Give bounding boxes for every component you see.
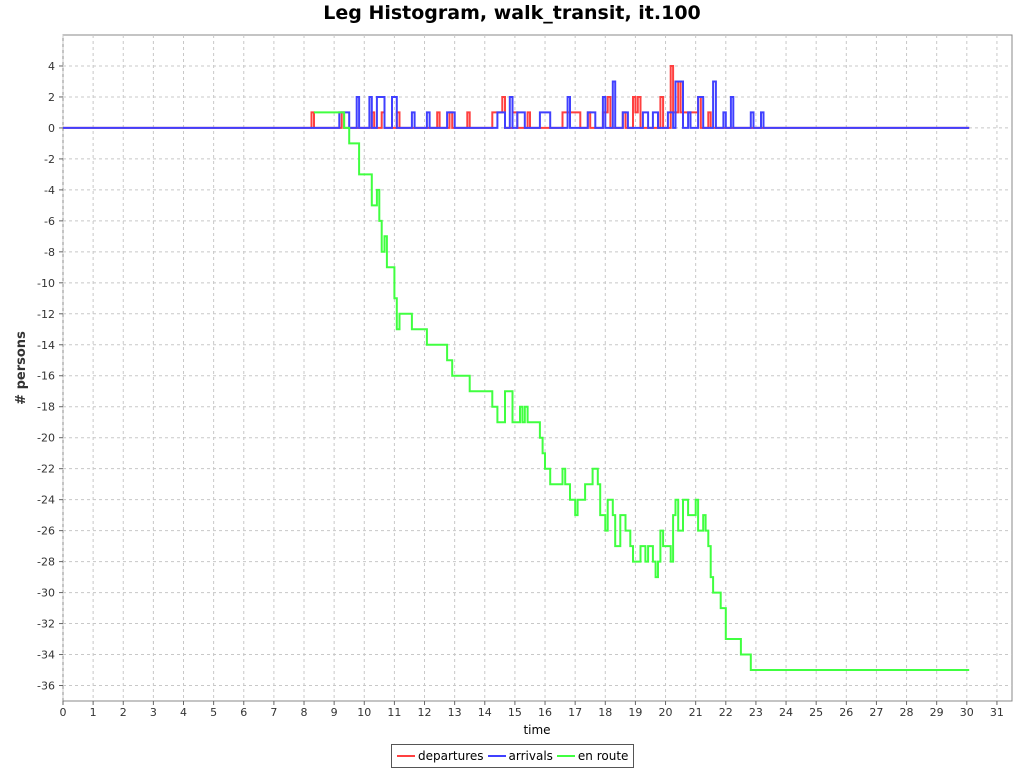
y-tick-label: 2: [48, 91, 55, 104]
x-tick-label: 28: [900, 706, 914, 719]
x-tick-label: 31: [990, 706, 1004, 719]
y-axis-label: # persons: [14, 331, 29, 405]
x-tick-label: 25: [809, 706, 823, 719]
x-tick-label: 2: [120, 706, 127, 719]
legend-swatch-en-route: [556, 755, 575, 757]
y-tick-label: -8: [44, 246, 55, 259]
x-tick-label: 14: [478, 706, 492, 719]
plot-background: [62, 34, 1013, 702]
x-tick-label: 8: [301, 706, 308, 719]
x-tick-label: 7: [270, 706, 277, 719]
series-group: [63, 65, 970, 671]
y-tick-label: -36: [37, 680, 55, 693]
series-line-en-route: [314, 111, 970, 671]
y-tick-label: -20: [37, 432, 55, 445]
y-tick-label: -10: [37, 277, 55, 290]
x-tick-label: 26: [839, 706, 853, 719]
x-tick-label: 30: [960, 706, 974, 719]
x-tick-label: 15: [508, 706, 522, 719]
x-tick-label: 4: [180, 706, 187, 719]
x-tick-label: 12: [418, 706, 432, 719]
legend-label-arrivals: arrivals: [508, 749, 553, 763]
y-tick-label: -6: [44, 215, 55, 228]
x-tick-label: 6: [240, 706, 247, 719]
y-tick-label: -16: [37, 370, 55, 383]
x-tick-label: 19: [628, 706, 642, 719]
grid-lines: [62, 35, 1012, 701]
x-axis-label: time: [523, 723, 550, 737]
x-tick-label: 5: [210, 706, 217, 719]
y-tick-label: -24: [37, 494, 55, 507]
x-tick-label: 10: [357, 706, 371, 719]
x-tick-label: 29: [930, 706, 944, 719]
x-tick-label: 23: [749, 706, 763, 719]
y-tick-label: -14: [37, 339, 55, 352]
y-tick-label: -12: [37, 308, 55, 321]
legend-item-departures: departures: [397, 749, 484, 763]
x-tick-label: 9: [331, 706, 338, 719]
x-tick-label: 21: [689, 706, 703, 719]
y-tick-label: -32: [37, 618, 55, 631]
y-tick-label: -28: [37, 556, 55, 569]
y-axis-ticks: 4 2 0 -2 -4 -6 -8 -10 -12 -14 -16 -18 -20 -22 -24 -26 -2…: [37, 60, 63, 693]
x-tick-label: 17: [568, 706, 582, 719]
legend-label-departures: departures: [418, 749, 484, 763]
y-tick-label: -22: [37, 463, 55, 476]
x-tick-label: 18: [598, 706, 612, 719]
legend-item-en-route: en route: [556, 749, 629, 763]
x-axis-ticks: 0 1 2 3 4 5 6 7 8 9 10 11 12 13 14 15 16 17 18 19 20 21 22 23 24…: [60, 701, 1004, 719]
x-tick-label: 27: [869, 706, 883, 719]
legend-swatch-arrivals: [487, 755, 506, 757]
x-tick-label: 24: [779, 706, 793, 719]
y-tick-label: -26: [37, 525, 55, 538]
y-tick-label: -18: [37, 401, 55, 414]
legend: departures arrivals en route: [391, 744, 635, 768]
x-tick-label: 13: [448, 706, 462, 719]
y-tick-label: -34: [37, 649, 55, 662]
y-tick-label: -2: [44, 153, 55, 166]
y-tick-label: -4: [44, 184, 55, 197]
x-tick-label: 16: [538, 706, 552, 719]
y-tick-label: 4: [48, 60, 55, 73]
x-tick-label: 20: [659, 706, 673, 719]
legend-item-arrivals: arrivals: [487, 749, 553, 763]
legend-swatch-departures: [397, 755, 415, 757]
x-tick-label: 0: [60, 706, 67, 719]
legend-label-en-route: en route: [577, 749, 629, 763]
series-line-arrivals: [63, 80, 970, 129]
x-tick-label: 22: [719, 706, 733, 719]
chart-title: Leg Histogram, walk_transit, it.100: [323, 2, 701, 24]
y-tick-label: 0: [48, 122, 55, 135]
x-tick-label: 3: [150, 706, 157, 719]
x-tick-label: 11: [387, 706, 401, 719]
y-tick-label: -30: [37, 587, 55, 600]
x-tick-label: 1: [90, 706, 97, 719]
